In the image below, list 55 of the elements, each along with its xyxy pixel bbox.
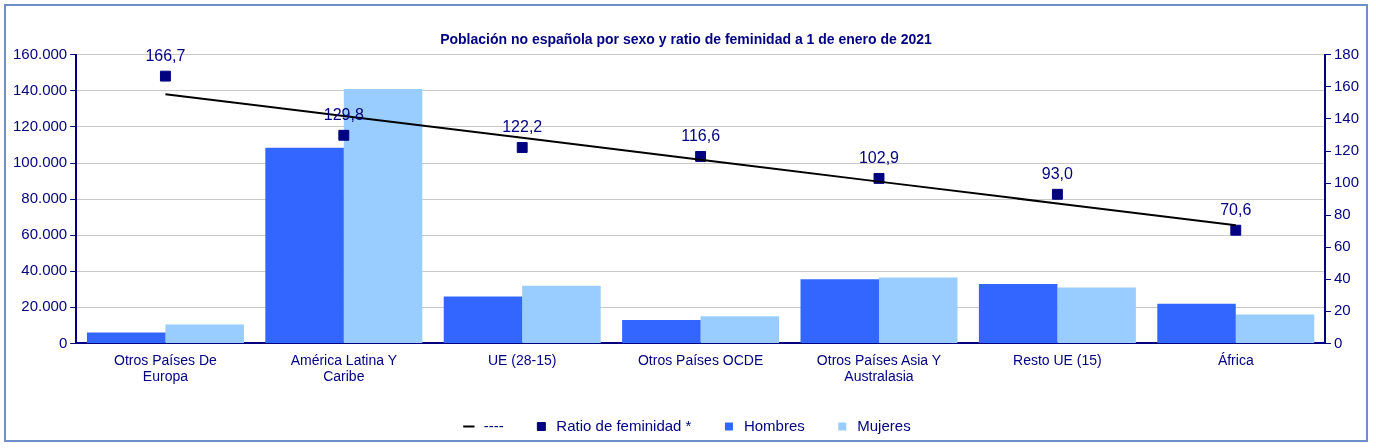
legend-label: Hombres xyxy=(743,416,805,434)
y2-tick-label: 0 xyxy=(1333,333,1343,351)
x-tick-label: África xyxy=(1217,351,1254,368)
legend-label: Mujeres xyxy=(857,416,911,434)
y2-tick-label: 60 xyxy=(1333,237,1351,255)
x-tick-label: Otros Países De Europa xyxy=(114,351,217,385)
y-tick-label: 40.000 xyxy=(21,261,68,279)
bar xyxy=(1057,287,1136,343)
y2-tick-label: 40 xyxy=(1333,269,1351,287)
y-tick-label: 0 xyxy=(58,333,68,351)
x-tick-label: Resto UE (15) xyxy=(1013,351,1102,368)
x-tick-label: Otros Países OCDE xyxy=(637,351,764,368)
point xyxy=(1051,188,1063,200)
data-label: 166,7 xyxy=(145,46,186,64)
y2-tick-label: 160 xyxy=(1333,77,1359,95)
point xyxy=(1230,224,1242,236)
legend-label: Ratio de feminidad * xyxy=(556,416,692,434)
bar xyxy=(700,316,780,343)
y-tick-label: 120.000 xyxy=(12,117,68,135)
bar xyxy=(522,285,601,343)
y-tick-label: 80.000 xyxy=(21,189,68,207)
point xyxy=(338,129,350,141)
y2-tick-label: 140 xyxy=(1333,109,1359,127)
y2-tick-label: 80 xyxy=(1333,205,1351,223)
bar xyxy=(443,296,523,343)
bar xyxy=(1235,314,1315,343)
x-tick-label: América Latina Y Caribe xyxy=(290,351,398,385)
bar xyxy=(86,332,166,343)
y-tick-label: 160.000 xyxy=(12,44,68,62)
y-tick-label: 140.000 xyxy=(12,81,68,99)
bar xyxy=(622,319,701,343)
y2-tick-label: 100 xyxy=(1333,173,1359,191)
bar xyxy=(265,147,344,343)
chart-title: Población no española por sexo y ratio de feminidad a 1 de enero de 2021 xyxy=(440,31,933,48)
bar xyxy=(978,283,1058,343)
bar xyxy=(800,279,879,343)
bar xyxy=(878,277,958,343)
data-label: 93,0 xyxy=(1041,164,1074,182)
y-tick-label: 100.000 xyxy=(12,153,68,171)
x-tick-label: UE (28-15) xyxy=(487,351,557,368)
x-tick-label: Otros Países Asia Y Australasia xyxy=(816,351,942,385)
legend-label: ---- xyxy=(483,416,504,434)
data-label: 70,6 xyxy=(1220,200,1252,218)
data-label: 122,2 xyxy=(502,117,543,135)
y2-tick-label: 180 xyxy=(1333,44,1359,62)
point xyxy=(516,142,528,153)
y2-tick-label: 20 xyxy=(1333,301,1351,319)
y2-tick-label: 120 xyxy=(1333,141,1359,159)
y-tick-label: 20.000 xyxy=(21,297,68,315)
point xyxy=(159,70,171,82)
data-label: 102,9 xyxy=(858,148,900,166)
data-label: 116,6 xyxy=(681,126,721,144)
bar xyxy=(165,324,244,343)
bar xyxy=(1157,303,1236,343)
y-tick-label: 60.000 xyxy=(21,225,68,243)
